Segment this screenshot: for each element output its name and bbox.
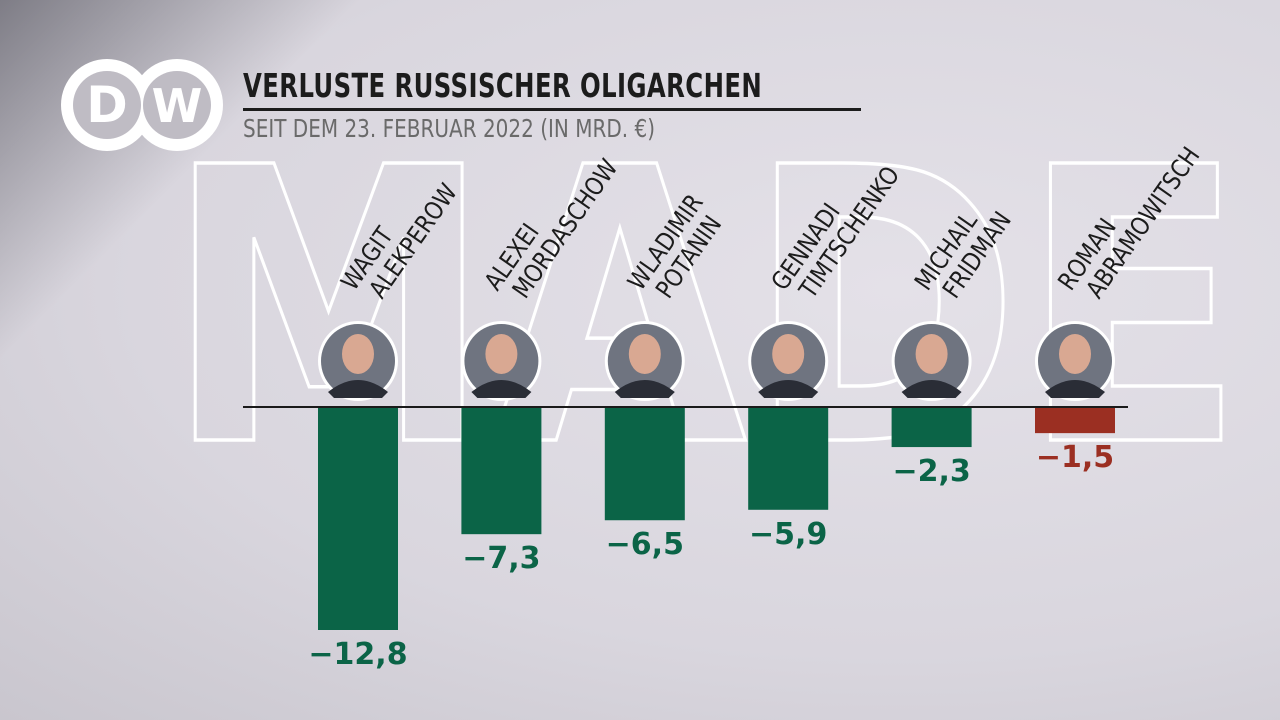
bar	[891, 407, 972, 448]
portrait-suit	[758, 380, 819, 398]
chart-title: VERLUSTE RUSSISCHER OLIGARCHEN	[243, 66, 763, 105]
dw-logo: D W	[61, 59, 223, 151]
bar	[604, 407, 685, 521]
svg-text:D: D	[86, 76, 128, 134]
portrait-face	[485, 334, 518, 374]
portrait-face	[772, 334, 805, 374]
value-label: −5,9	[749, 517, 827, 552]
portrait-face	[915, 334, 948, 374]
portrait-face	[342, 334, 374, 374]
value-label: −2,3	[892, 454, 970, 489]
portrait-suit	[1045, 380, 1105, 398]
portrait-suit	[614, 380, 675, 398]
bar	[461, 407, 542, 535]
value-label: −7,3	[462, 541, 540, 576]
chart-subtitle: SEIT DEM 23. FEBRUAR 2022 (IN MRD. €)	[243, 114, 656, 143]
title-underline	[243, 108, 861, 111]
portrait-suit	[471, 380, 532, 398]
bar	[318, 407, 398, 630]
svg-text:W: W	[152, 79, 203, 133]
portrait-face	[1059, 334, 1091, 374]
bar	[1035, 407, 1115, 434]
value-label: −6,5	[606, 527, 684, 562]
bar	[748, 407, 829, 510]
portrait-face	[628, 334, 661, 374]
value-label: −1,5	[1036, 440, 1114, 475]
portrait-suit	[328, 380, 388, 398]
value-label: −12,8	[308, 637, 407, 672]
portrait-suit	[901, 380, 962, 398]
